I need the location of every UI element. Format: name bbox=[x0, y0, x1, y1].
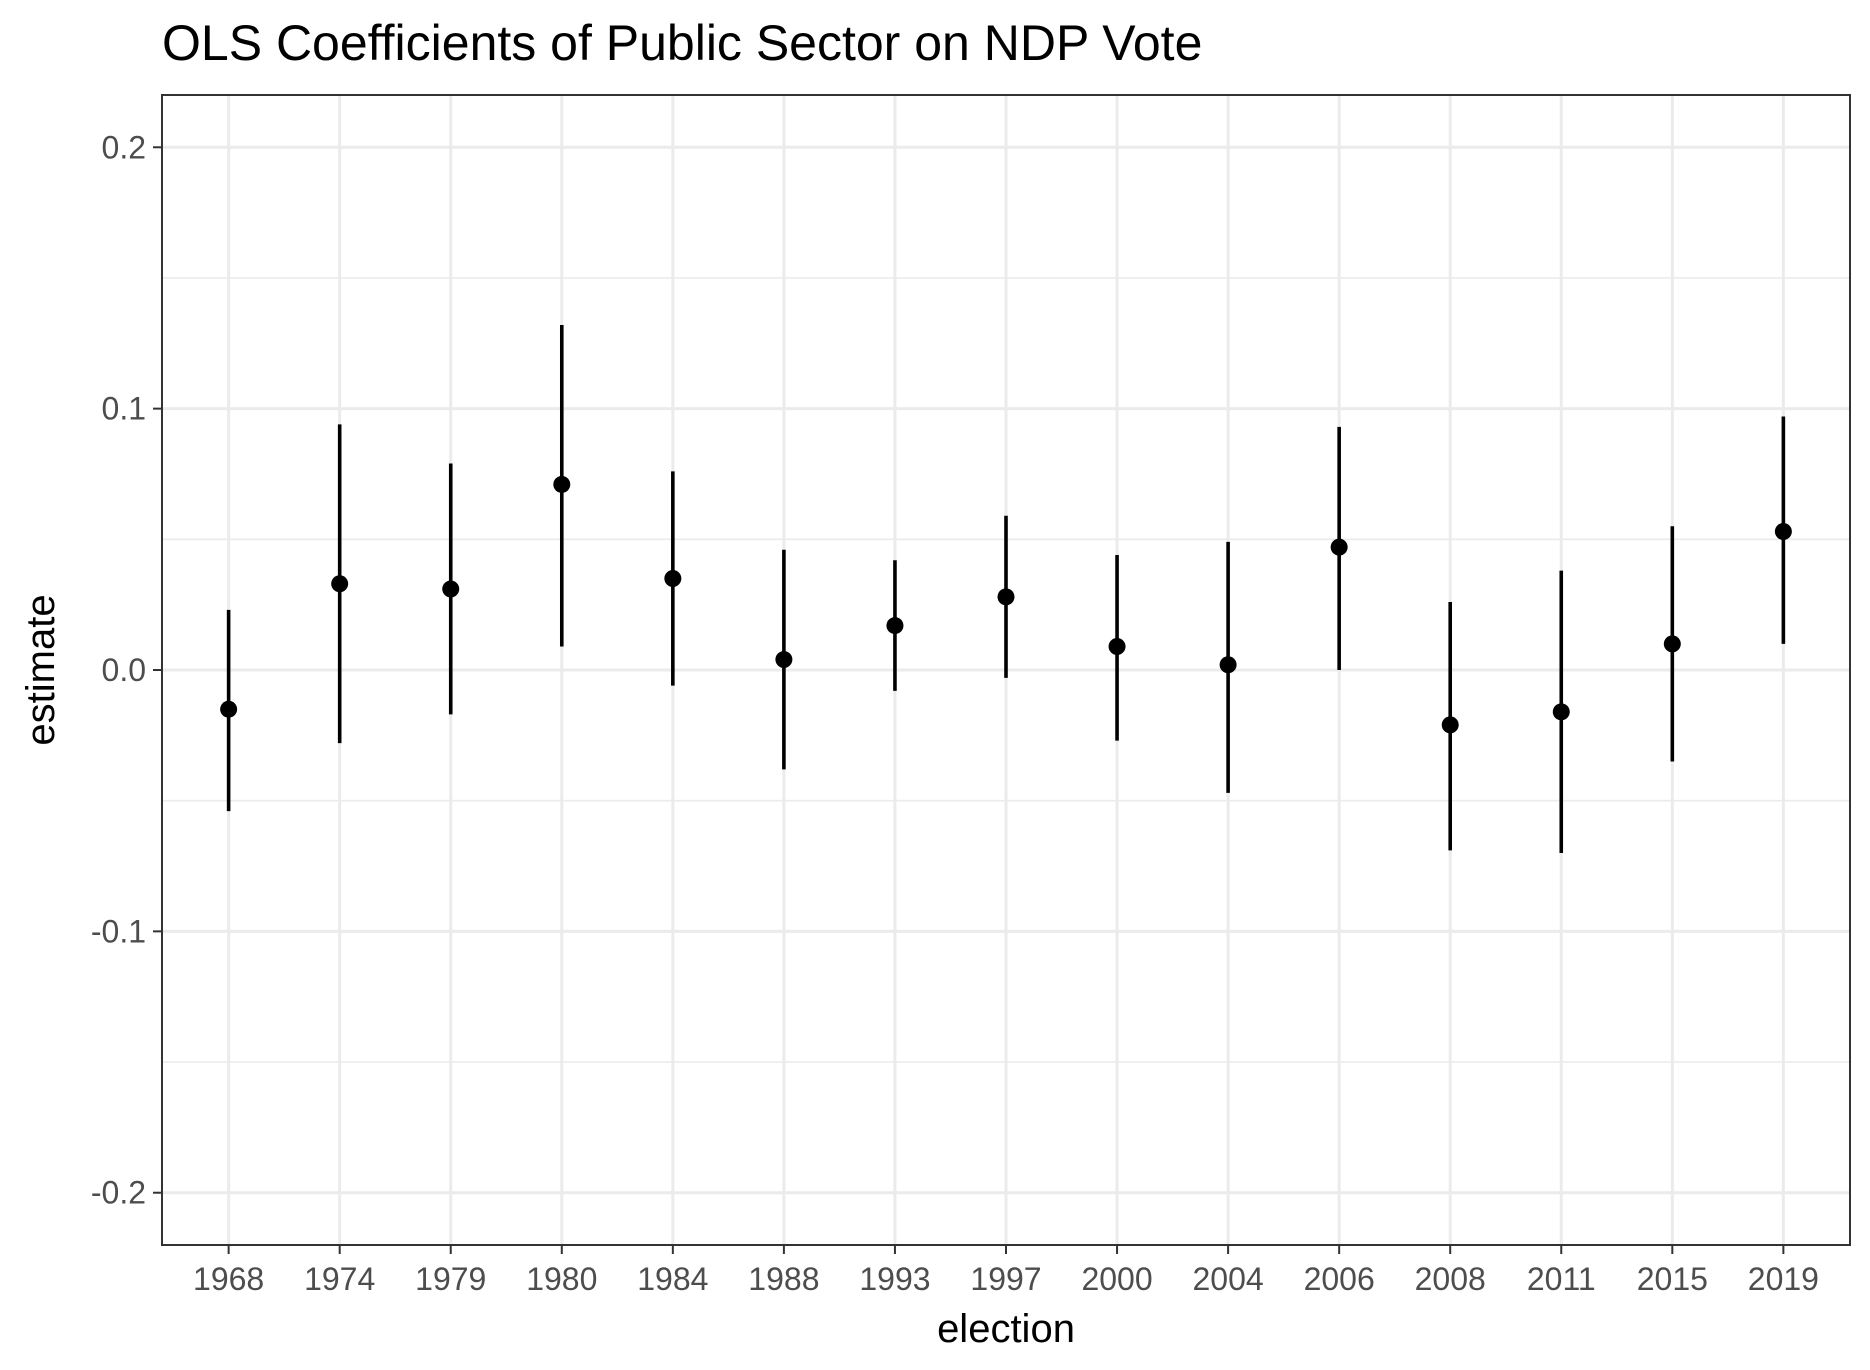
point-1974 bbox=[331, 575, 349, 593]
point-1979 bbox=[442, 580, 460, 598]
x-tick-label: 1974 bbox=[304, 1261, 375, 1297]
point-2011 bbox=[1552, 703, 1570, 721]
y-axis-title: estimate bbox=[19, 594, 63, 745]
point-1997 bbox=[997, 588, 1015, 606]
point-2015 bbox=[1663, 635, 1681, 653]
x-tick-label: 2008 bbox=[1415, 1261, 1486, 1297]
y-axis: -0.2 -0.1 0.0 0.1 0.2 bbox=[91, 129, 162, 1211]
point-1968 bbox=[220, 700, 238, 718]
x-tick-label: 2011 bbox=[1527, 1261, 1596, 1297]
x-tick-label: 2004 bbox=[1193, 1261, 1264, 1297]
x-tick-label: 1979 bbox=[415, 1261, 486, 1297]
y-tick-label: 0.0 bbox=[102, 652, 146, 688]
point-1993 bbox=[886, 617, 904, 635]
chart-title: OLS Coefficients of Public Sector on NDP… bbox=[162, 15, 1202, 71]
y-tick-label: -0.1 bbox=[91, 913, 146, 949]
x-tick-label: 1968 bbox=[193, 1261, 264, 1297]
x-tick-label: 1984 bbox=[637, 1261, 708, 1297]
point-2006 bbox=[1330, 538, 1348, 556]
x-axis: 1968 1974 1979 1980 1984 1988 1993 1997 2000 2004… bbox=[193, 1245, 1819, 1297]
y-tick-label: 0.2 bbox=[102, 129, 146, 165]
x-tick-label: 1988 bbox=[748, 1261, 819, 1297]
point-2004 bbox=[1219, 656, 1237, 674]
x-tick-label: 2019 bbox=[1748, 1261, 1819, 1297]
point-2019 bbox=[1774, 522, 1792, 540]
x-axis-title: election bbox=[937, 1307, 1075, 1351]
y-tick-label: 0.1 bbox=[102, 391, 146, 427]
point-1980 bbox=[553, 475, 571, 493]
x-tick-label: 1993 bbox=[859, 1261, 930, 1297]
data-points bbox=[220, 475, 1792, 734]
y-tick-label: -0.2 bbox=[91, 1175, 146, 1211]
x-tick-label: 1997 bbox=[970, 1261, 1041, 1297]
point-2000 bbox=[1108, 637, 1126, 655]
point-1984 bbox=[664, 570, 682, 588]
x-tick-label: 2000 bbox=[1081, 1261, 1152, 1297]
x-tick-label: 2006 bbox=[1304, 1261, 1375, 1297]
x-tick-label: 1980 bbox=[526, 1261, 597, 1297]
x-tick-label: 2015 bbox=[1637, 1261, 1708, 1297]
point-1988 bbox=[775, 651, 793, 669]
point-2008 bbox=[1441, 716, 1459, 734]
